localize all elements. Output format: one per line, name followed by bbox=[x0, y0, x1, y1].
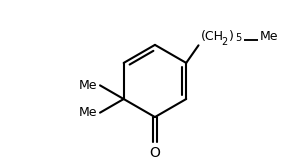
Text: (CH: (CH bbox=[200, 30, 224, 43]
Text: O: O bbox=[149, 146, 160, 160]
Text: 2: 2 bbox=[221, 37, 228, 47]
Text: Me: Me bbox=[260, 30, 279, 43]
Text: Me: Me bbox=[79, 79, 97, 92]
Text: Me: Me bbox=[79, 106, 97, 119]
Text: ): ) bbox=[228, 30, 233, 43]
Text: 5: 5 bbox=[235, 33, 242, 43]
